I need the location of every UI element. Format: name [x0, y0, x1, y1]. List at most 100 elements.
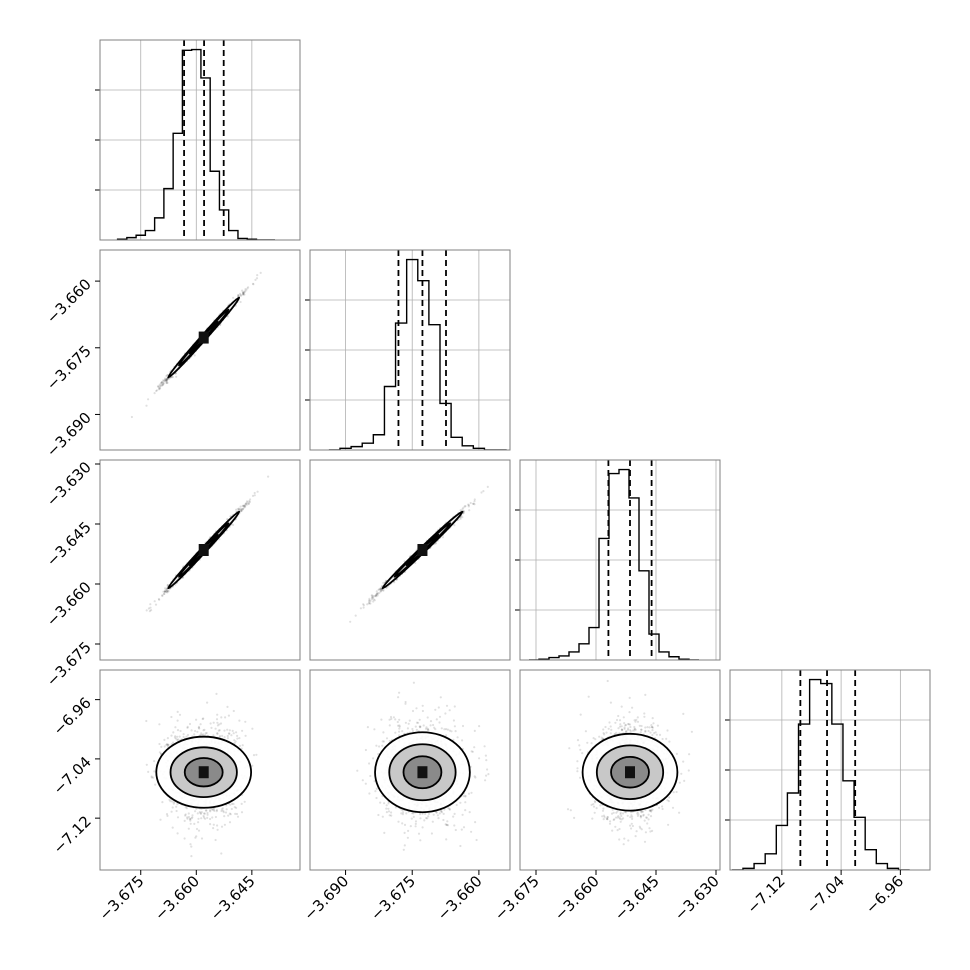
scatter-point	[165, 381, 168, 384]
scatter-point	[245, 500, 249, 503]
scatter-panel-3-2	[309, 459, 511, 661]
scatter-point	[372, 596, 375, 599]
scatter-point	[464, 505, 467, 508]
scatter-point	[369, 602, 372, 605]
scatter-point	[240, 508, 243, 511]
scatter-point	[155, 389, 159, 392]
scatter-point	[380, 588, 383, 591]
scatter-point	[165, 588, 168, 591]
scatter-point	[216, 724, 219, 727]
scatter-point	[162, 382, 165, 385]
scatter-point	[243, 291, 246, 294]
scatter-point	[226, 315, 229, 318]
scatter-point	[166, 814, 169, 818]
scatter-point	[459, 516, 462, 519]
scatter-point	[145, 609, 148, 612]
scatter-point	[242, 504, 245, 507]
scatter-point	[486, 485, 489, 488]
scatter-point	[166, 591, 169, 594]
scatter-point	[216, 713, 219, 716]
scatter-point	[239, 509, 243, 512]
scatter-point	[242, 292, 245, 295]
scatter-point	[472, 502, 475, 505]
scatter-point	[183, 819, 186, 823]
scatter-point	[162, 592, 165, 596]
scatter-point	[161, 383, 164, 386]
scatter-point	[241, 289, 244, 292]
scatter-point	[362, 603, 365, 606]
scatter-point	[237, 294, 240, 297]
scatter-panel-2-1	[99, 249, 301, 451]
scatter-point	[267, 475, 270, 478]
scatter-point	[467, 505, 470, 508]
scatter-point	[167, 377, 170, 381]
scatter-point	[215, 692, 218, 696]
scatter-point	[242, 507, 245, 510]
histogram-step-line	[116, 48, 275, 240]
histogram-panel-1	[95, 39, 301, 241]
scatter-point	[459, 509, 462, 512]
scatter-point	[182, 735, 185, 739]
scatter-point	[165, 378, 168, 381]
scatter-point	[242, 291, 245, 294]
scatter-point	[237, 294, 240, 297]
scatter-point	[374, 594, 377, 597]
scatter-point	[216, 721, 219, 724]
scatter-point	[375, 593, 378, 597]
axes-frame	[309, 459, 511, 661]
scatter-point	[167, 744, 170, 747]
scatter-point	[237, 295, 240, 298]
scatter-point	[159, 385, 162, 388]
scatter-point	[202, 812, 206, 815]
scatter-point	[239, 508, 242, 511]
scatter-point	[247, 502, 250, 505]
scatter-point	[149, 606, 152, 609]
scatter-point	[243, 506, 247, 509]
scatter-point	[200, 837, 204, 840]
scatter-point	[238, 508, 241, 512]
scatter-point	[467, 504, 470, 507]
scatter-point	[166, 381, 169, 384]
scatter-point	[241, 744, 244, 747]
scatter-point	[244, 502, 247, 505]
scatter-point	[379, 590, 382, 593]
scatter-point	[147, 607, 150, 610]
scatter-point	[240, 509, 243, 513]
scatter-point	[473, 503, 476, 506]
scatter-point	[244, 288, 247, 291]
scatter-point	[165, 590, 168, 593]
scatter-point	[150, 776, 153, 779]
scatter-point	[381, 588, 384, 592]
scatter-point	[165, 589, 168, 592]
scatter-point	[354, 614, 357, 617]
scatter-point	[174, 735, 177, 738]
scatter-point	[211, 807, 214, 811]
scatter-point	[251, 494, 255, 497]
scatter-point	[145, 719, 148, 723]
scatter-point	[159, 387, 162, 390]
scatter-point	[253, 494, 256, 497]
scatter-point	[169, 800, 172, 803]
scatter-point	[239, 293, 242, 296]
scatter-point	[185, 735, 188, 738]
scatter-point	[166, 377, 169, 380]
scatter-point	[163, 590, 166, 593]
scatter-point	[248, 500, 251, 504]
scatter-point	[367, 602, 370, 605]
scatter-point	[453, 524, 456, 527]
scatter-point	[467, 503, 470, 506]
scatter-point	[163, 592, 166, 596]
scatter-point	[195, 718, 198, 721]
scatter-point	[374, 594, 377, 598]
scatter-point	[163, 590, 167, 593]
scatter-point	[162, 590, 165, 593]
scatter-point	[238, 508, 241, 511]
scatter-point	[244, 503, 247, 506]
scatter-point	[359, 607, 362, 610]
scatter-point	[165, 379, 168, 382]
scatter-point	[246, 503, 249, 506]
scatter-point	[244, 504, 247, 507]
scatter-point	[161, 381, 164, 384]
scatter-point	[469, 501, 472, 505]
scatter-point	[393, 581, 396, 584]
